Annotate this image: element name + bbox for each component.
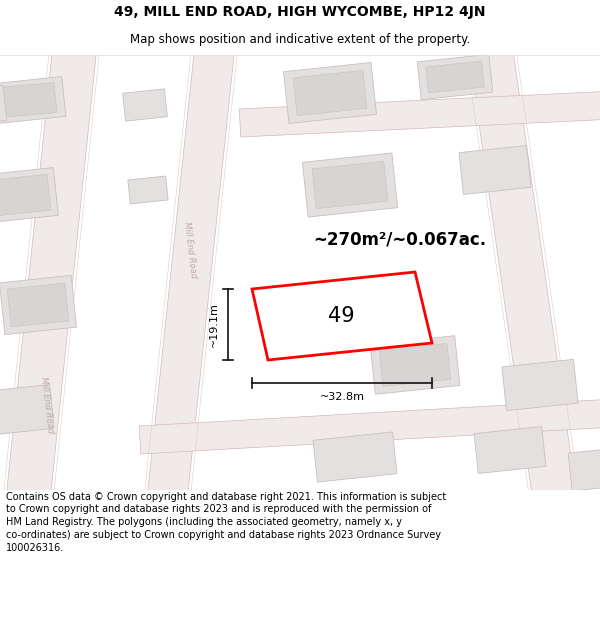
Polygon shape [0, 82, 57, 118]
Text: 49: 49 [328, 306, 355, 326]
Polygon shape [139, 399, 600, 454]
Polygon shape [0, 174, 51, 216]
Text: 49, MILL END ROAD, HIGH WYCOMBE, HP12 4JN: 49, MILL END ROAD, HIGH WYCOMBE, HP12 4J… [114, 5, 486, 19]
Polygon shape [7, 283, 69, 327]
Polygon shape [0, 86, 7, 124]
Polygon shape [0, 168, 58, 222]
Text: ~19.1m: ~19.1m [209, 302, 219, 347]
Text: Mill End Road: Mill End Road [39, 376, 55, 434]
Text: Map shows position and indicative extent of the property.: Map shows position and indicative extent… [130, 33, 470, 46]
Polygon shape [239, 91, 600, 137]
Polygon shape [474, 426, 546, 474]
Polygon shape [252, 272, 432, 360]
Text: Contains OS data © Crown copyright and database right 2021. This information is : Contains OS data © Crown copyright and d… [6, 491, 446, 552]
Polygon shape [6, 42, 97, 502]
Polygon shape [0, 384, 54, 436]
Polygon shape [284, 62, 376, 124]
Polygon shape [468, 42, 577, 503]
Text: ~32.8m: ~32.8m [320, 392, 365, 402]
Polygon shape [379, 344, 451, 386]
Polygon shape [426, 61, 484, 93]
Polygon shape [147, 43, 235, 502]
Polygon shape [313, 432, 397, 482]
Polygon shape [502, 359, 578, 411]
Polygon shape [417, 54, 493, 99]
Text: Mill End Road: Mill End Road [182, 221, 198, 279]
Polygon shape [370, 336, 460, 394]
Polygon shape [128, 176, 168, 204]
Polygon shape [0, 76, 66, 124]
Polygon shape [312, 161, 388, 209]
Polygon shape [459, 146, 531, 194]
Polygon shape [568, 449, 600, 491]
Text: ~270m²/~0.067ac.: ~270m²/~0.067ac. [313, 231, 487, 249]
Polygon shape [0, 276, 77, 334]
Polygon shape [293, 71, 367, 116]
Polygon shape [122, 89, 167, 121]
Polygon shape [302, 153, 398, 217]
